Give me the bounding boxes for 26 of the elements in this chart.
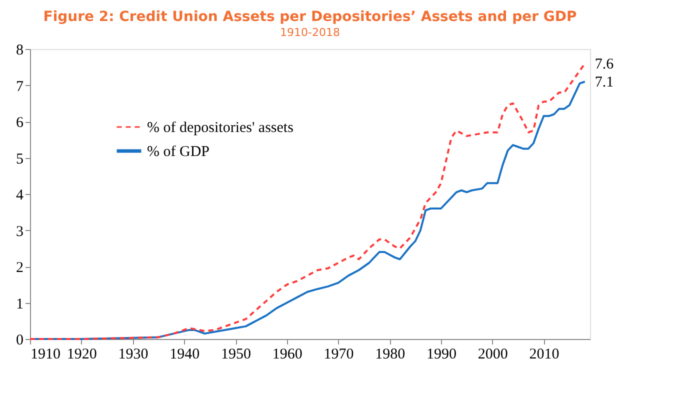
x-tick-label: 1990 — [426, 346, 457, 362]
legend-label: % of depositories' assets — [147, 120, 294, 136]
y-tick-label: 8 — [16, 42, 24, 58]
x-tick-label: 1920 — [66, 346, 97, 362]
y-tick-label: 5 — [16, 151, 24, 168]
chart-subtitle: 1910-2018 — [280, 26, 340, 39]
x-tick-label: 1950 — [221, 346, 252, 362]
x-tick-label: 2010 — [529, 346, 560, 362]
x-tick-label: 1970 — [324, 346, 354, 362]
annotation: 7.1 — [594, 74, 614, 91]
y-tick-label: 0 — [16, 332, 24, 348]
y-tick-label: 6 — [16, 115, 24, 131]
y-tick-label: 4 — [16, 188, 24, 204]
x-tick-label: 1960 — [272, 346, 302, 362]
x-tick-label: 2000 — [478, 346, 508, 362]
chart-title: Figure 2: Credit Union Assets per Depositories’ Assets and per GDP — [43, 9, 577, 25]
y-tick-label: 1 — [16, 296, 24, 312]
y-tick-label: 7 — [16, 78, 24, 95]
x-tick-label: 1910 — [30, 346, 60, 362]
x-tick-label: 1930 — [118, 346, 148, 362]
annotation: 7.6 — [594, 56, 614, 72]
legend-label: % of GDP — [147, 144, 210, 160]
y-tick-label: 2 — [16, 260, 24, 276]
x-tick-label: 1940 — [170, 346, 200, 362]
y-tick-label: 3 — [16, 224, 24, 240]
x-tick-label: 1980 — [375, 346, 406, 362]
